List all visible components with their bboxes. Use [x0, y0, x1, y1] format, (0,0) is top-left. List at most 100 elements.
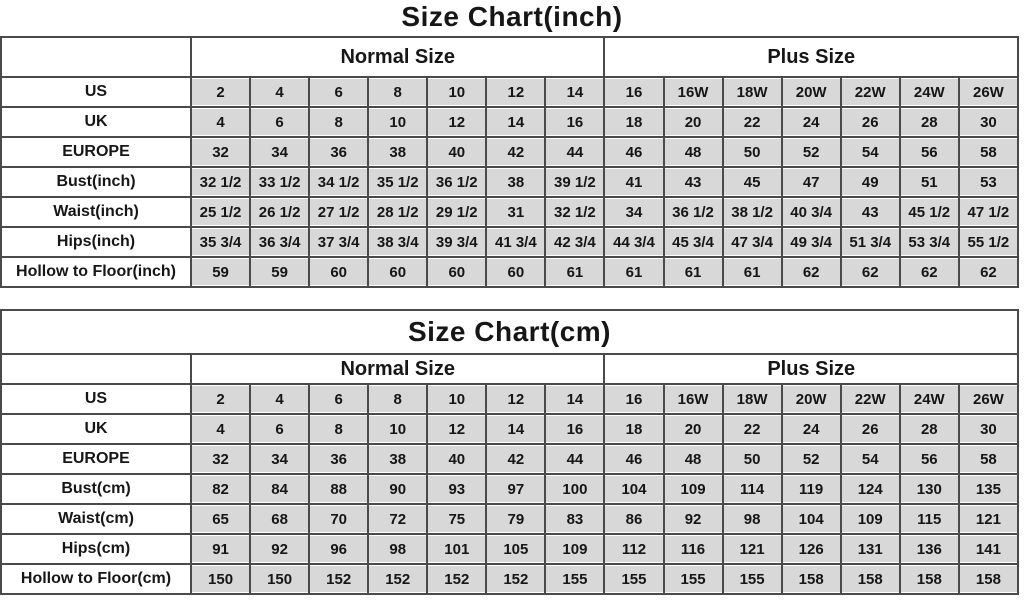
size-value-cell: 10	[367, 106, 429, 138]
size-value-cell: 18	[603, 106, 665, 138]
table-row: Waist(inch) 25 1/2 26 1/2 27 1/2 28 1/2 29 1/…	[0, 196, 1020, 228]
size-value-cell: 131	[839, 533, 901, 565]
size-value-cell: 91	[189, 533, 252, 565]
size-value-cell: 55 1/2	[957, 226, 1020, 258]
size-value-cell: 36	[308, 443, 370, 475]
table-row: Hollow to Floor(inch) 59 59 60 60 60 60 61 61 61 6…	[0, 256, 1020, 288]
size-value-cell: 4	[249, 76, 311, 108]
size-value-cell: 31	[485, 196, 547, 228]
size-value-cell: 38	[367, 136, 429, 168]
size-value-cell: 16	[603, 383, 665, 415]
size-value-cell: 28	[898, 413, 960, 445]
size-value-cell: 135	[957, 473, 1020, 505]
size-value-cell: 98	[367, 533, 429, 565]
size-value-cell: 20	[662, 106, 724, 138]
size-value-cell: 34	[603, 196, 665, 228]
size-value-cell: 49 3/4	[780, 226, 842, 258]
size-value-cell: 10	[367, 413, 429, 445]
size-value-cell: 36 1/2	[662, 196, 724, 228]
size-value-cell: 38	[485, 166, 547, 198]
size-value-cell: 44 3/4	[603, 226, 665, 258]
size-value-cell: 61	[603, 256, 665, 288]
size-value-cell: 14	[485, 413, 547, 445]
size-value-cell: 61	[721, 256, 783, 288]
size-value-cell: 112	[603, 533, 665, 565]
size-value-cell: 12	[485, 76, 547, 108]
size-value-cell: 116	[662, 533, 724, 565]
size-value-cell: 152	[308, 563, 370, 595]
size-value-cell: 119	[780, 473, 842, 505]
size-value-cell: 60	[485, 256, 547, 288]
size-value-cell: 16	[603, 76, 665, 108]
size-value-cell: 22W	[839, 76, 901, 108]
size-chart-block: Size Chart(inch) Normal Size Plus Size US 2 4…	[0, 0, 1024, 288]
size-value-cell: 97	[485, 473, 547, 505]
size-value-cell: 53 3/4	[898, 226, 960, 258]
size-value-cell: 26W	[957, 76, 1020, 108]
size-value-cell: 25 1/2	[189, 196, 252, 228]
size-value-cell: 109	[662, 473, 724, 505]
size-value-cell: 10	[426, 383, 488, 415]
size-value-cell: 104	[780, 503, 842, 535]
size-value-cell: 42	[485, 443, 547, 475]
size-value-cell: 79	[485, 503, 547, 535]
row-label: EUROPE	[0, 136, 192, 168]
size-value-cell: 40	[426, 443, 488, 475]
size-chart-cm-table: Size Chart(cm) Normal Size Plus Size US 2 4 6 8…	[0, 309, 1020, 595]
size-value-cell: 48	[662, 136, 724, 168]
column-group-header-normal-size: Normal Size	[189, 353, 606, 385]
row-label: Waist(inch)	[0, 196, 192, 228]
size-value-cell: 126	[780, 533, 842, 565]
size-value-cell: 2	[189, 76, 252, 108]
table-row: Hips(inch) 35 3/4 36 3/4 37 3/4 38 3/4 39 3/4…	[0, 226, 1020, 258]
size-value-cell: 59	[249, 256, 311, 288]
row-label: US	[0, 76, 192, 108]
size-value-cell: 27 1/2	[308, 196, 370, 228]
size-value-cell: 82	[189, 473, 252, 505]
size-value-cell: 150	[249, 563, 311, 595]
size-value-cell: 6	[308, 76, 370, 108]
size-value-cell: 75	[426, 503, 488, 535]
row-label: Waist(cm)	[0, 503, 192, 535]
size-value-cell: 4	[249, 383, 311, 415]
size-value-cell: 38 3/4	[367, 226, 429, 258]
size-value-cell: 22	[721, 413, 783, 445]
size-value-cell: 20	[662, 413, 724, 445]
size-value-cell: 158	[957, 563, 1020, 595]
size-value-cell: 29 1/2	[426, 196, 488, 228]
size-value-cell: 16	[544, 413, 606, 445]
size-value-cell: 61	[544, 256, 606, 288]
table-row: UK 4 6 8 10 12 14 16 18 20 22 24 26 28 30	[0, 413, 1020, 445]
row-label: US	[0, 383, 192, 415]
size-value-cell: 39 1/2	[544, 166, 606, 198]
size-value-cell: 92	[249, 533, 311, 565]
size-value-cell: 26	[839, 106, 901, 138]
size-value-cell: 18W	[721, 383, 783, 415]
column-group-header-plus-size: Plus Size	[603, 36, 1019, 78]
chart-title: Size Chart(cm)	[0, 309, 1019, 355]
table-row: UK 4 6 8 10 12 14 16 18 20 22 24 26 28 30	[0, 106, 1020, 138]
size-value-cell: 30	[957, 106, 1020, 138]
size-value-cell: 54	[839, 443, 901, 475]
size-value-cell: 16	[544, 106, 606, 138]
size-value-cell: 37 3/4	[308, 226, 370, 258]
row-label: Bust(inch)	[0, 166, 192, 198]
size-value-cell: 141	[957, 533, 1020, 565]
size-value-cell: 36 3/4	[249, 226, 311, 258]
size-value-cell: 158	[780, 563, 842, 595]
size-value-cell: 28 1/2	[367, 196, 429, 228]
table-row: US 2 4 6 8 10 12 14 16 16W 18W 20W 22W 24W 26W	[0, 383, 1020, 415]
size-chart-block: Size Chart(cm) Normal Size Plus Size US 2 4 6 8…	[0, 309, 1024, 595]
size-value-cell: 32	[189, 443, 252, 475]
size-value-cell: 26	[839, 413, 901, 445]
size-value-cell: 104	[603, 473, 665, 505]
size-value-cell: 65	[189, 503, 252, 535]
size-value-cell: 47	[780, 166, 842, 198]
table-row: Bust(cm) 82 84 88 90 93 97 100 104 109 114 119 124 13…	[0, 473, 1020, 505]
size-value-cell: 18W	[721, 76, 783, 108]
table-row: Hollow to Floor(cm) 150 150 152 152 152 152 155…	[0, 563, 1020, 595]
size-value-cell: 18	[603, 413, 665, 445]
size-value-cell: 47 1/2	[957, 196, 1020, 228]
size-value-cell: 92	[662, 503, 724, 535]
size-value-cell: 28	[898, 106, 960, 138]
